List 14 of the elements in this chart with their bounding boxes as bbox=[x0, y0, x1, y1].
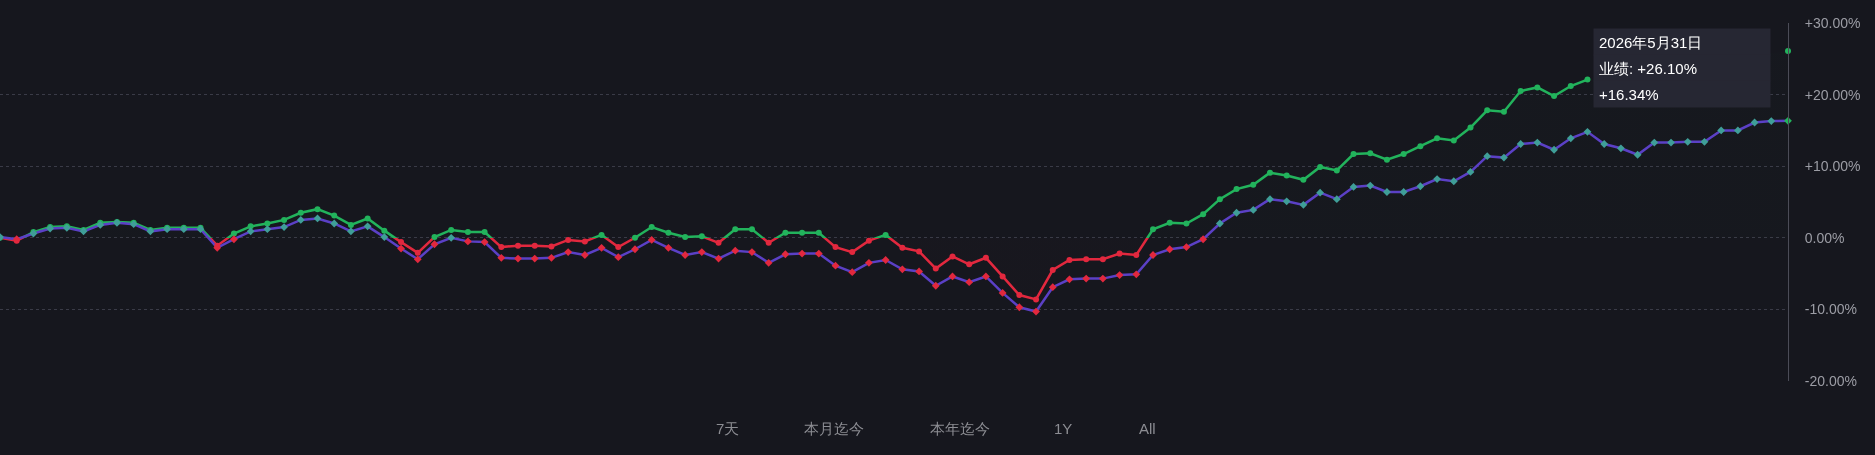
y-tick-label: +30.00% bbox=[1804, 14, 1861, 31]
text: 7天 bbox=[716, 420, 740, 437]
y-tick-label: 0.00% bbox=[1804, 229, 1845, 246]
y-tick-label: +20.00% bbox=[1804, 86, 1861, 103]
y-tick-label: -20.00% bbox=[1804, 372, 1857, 389]
annotation: +16.34% bbox=[1599, 85, 1659, 103]
y-tick-label: -10.00% bbox=[1804, 301, 1857, 318]
annotation: 2026年5月31日 bbox=[1599, 33, 1703, 51]
annotation: 业绩: +26.10% bbox=[1599, 59, 1697, 77]
text: All bbox=[1139, 420, 1156, 437]
text: 本月迄今 bbox=[804, 420, 864, 437]
text: 本年迄今 bbox=[930, 420, 990, 437]
text: 1Y bbox=[1054, 420, 1073, 437]
y-tick-label: +10.00% bbox=[1804, 158, 1861, 175]
